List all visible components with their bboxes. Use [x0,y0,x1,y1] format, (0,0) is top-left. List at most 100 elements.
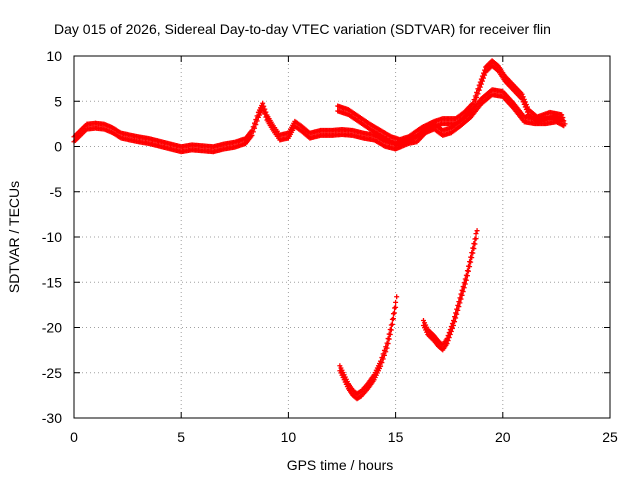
series-group [335,58,566,147]
data-point [387,332,393,338]
data-point [444,341,450,347]
data-point [473,231,479,237]
data-point [386,336,392,342]
data-point [379,360,385,366]
data-point [249,132,255,138]
data-point [467,264,473,270]
data-point [380,356,386,362]
data-point [392,310,398,316]
series-group [71,87,568,155]
data-point [261,103,267,109]
data-point [474,228,480,234]
data-point [384,345,390,351]
data-point [262,106,268,112]
data-point [475,91,481,97]
y-tick-label: 5 [54,93,62,109]
data-point [522,99,528,105]
x-tick-label: 5 [177,429,185,445]
data-point [383,349,389,355]
axis-ticks: 0 5 10 15 20 25 -30 -25 -20 -15 -10 -5 0 5 10 [42,48,618,445]
y-tick-label: 10 [46,48,62,64]
data-point [521,96,527,102]
y-tick-label: -30 [42,410,62,426]
data-point [378,363,384,369]
data-point [472,98,478,104]
data-point [390,316,396,322]
data-point [452,319,458,325]
data-point [474,94,480,100]
data-point [448,329,454,335]
data-point [473,236,479,242]
data-point [470,105,476,111]
x-tick-label: 0 [70,429,78,445]
data-point [457,300,463,306]
data-point [469,255,475,261]
data-point [461,285,467,291]
data-point [458,296,464,302]
data-point [389,316,395,322]
data-point [393,304,399,310]
data-point [254,118,260,124]
data-point [562,121,568,127]
data-point [464,273,470,279]
grid-lines [74,56,610,418]
data-point [523,101,529,107]
data-point [385,341,391,347]
data-point [560,115,566,121]
data-point [519,91,525,97]
x-tick-label: 20 [495,429,511,445]
data-point [263,109,269,115]
data-point [394,294,400,300]
data-point [454,311,460,317]
data-point [524,104,530,110]
data-point [450,322,456,328]
data-point [389,321,395,327]
data-point [559,112,565,118]
data-point [462,281,468,287]
data-point [470,250,476,256]
data-point [471,246,477,252]
data-point [445,338,451,344]
data-point [482,72,488,78]
data-point [390,311,396,317]
data-point [520,94,526,100]
data-point [463,277,469,283]
y-tick-label: 0 [54,139,62,155]
data-point [455,307,461,313]
x-tick-label: 25 [602,429,618,445]
data-point [456,304,462,310]
chart-title: Day 015 of 2026, Sidereal Day-to-day VTE… [54,21,551,37]
y-tick-label: -5 [50,184,63,200]
data-point [477,84,483,90]
x-tick-label: 15 [388,429,404,445]
data-point [479,78,485,84]
data-point [460,289,466,295]
data-markers [71,58,568,402]
data-point [392,305,398,311]
y-axis-label: SDTVAR / TECUs [6,181,22,293]
data-point [471,102,477,108]
data-point [388,327,394,333]
data-point [459,292,465,298]
y-tick-label: -25 [42,365,62,381]
data-point [472,241,478,247]
data-point [388,322,394,328]
data-point [393,299,399,305]
data-point [252,125,258,131]
data-point [468,259,474,265]
data-point [381,352,387,358]
data-point [250,129,256,135]
data-point [447,332,453,338]
data-point [253,122,259,128]
data-point [446,335,452,341]
data-point [260,100,266,106]
series-group [420,228,480,353]
data-point [478,81,484,87]
data-point [449,325,455,331]
data-point [481,75,487,81]
series-group [337,294,400,402]
y-tick-label: -15 [42,274,62,290]
x-axis-label: GPS time / hours [287,457,394,473]
data-point [476,87,482,93]
